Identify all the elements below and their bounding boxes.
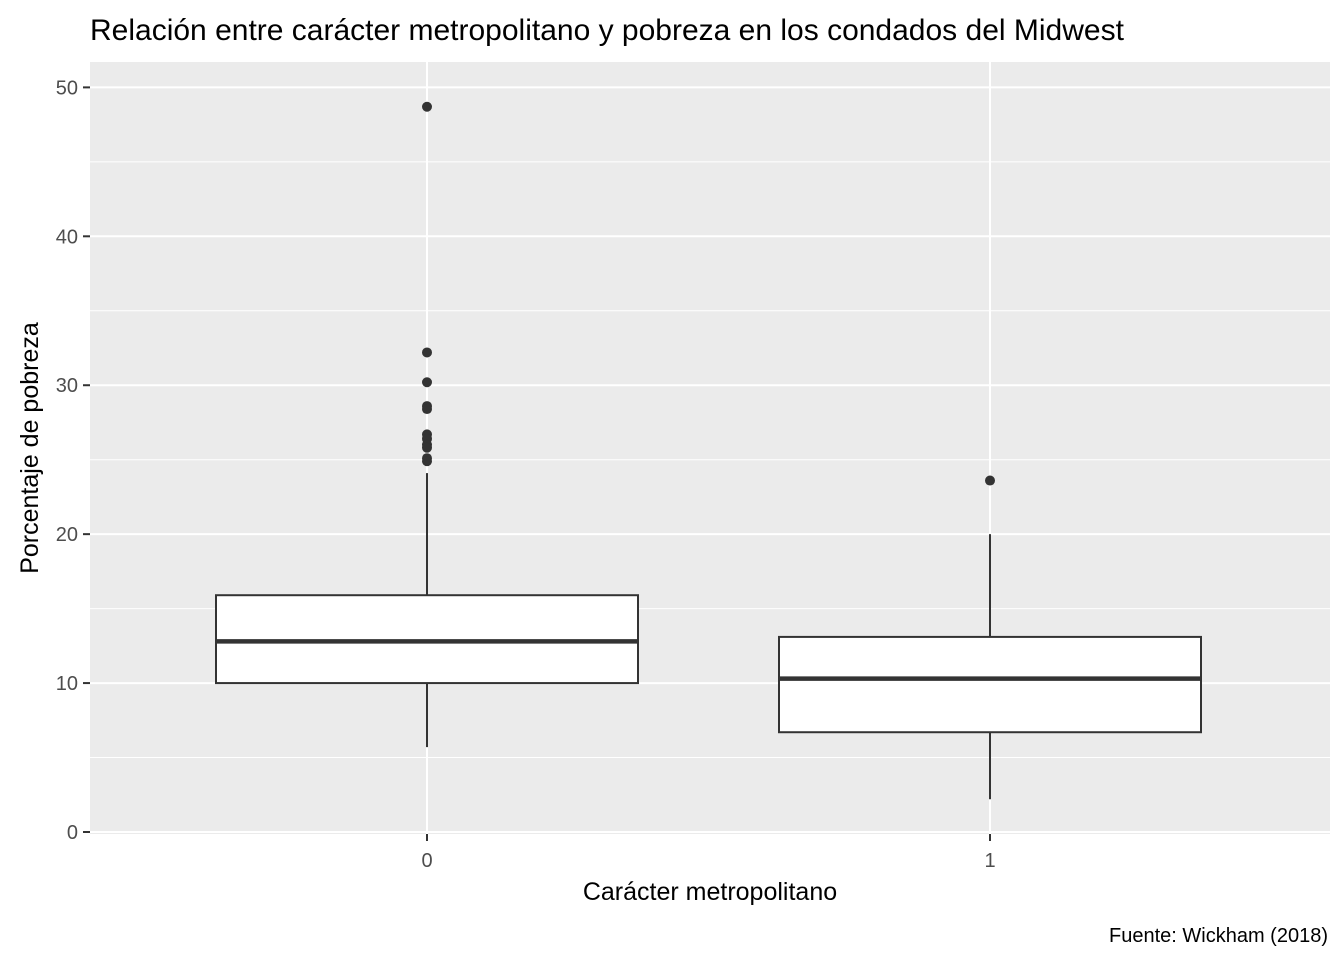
y-tick-label: 40 [56, 226, 78, 248]
outlier-point [985, 475, 995, 486]
y-axis-title: Porcentaje de pobreza [16, 322, 44, 574]
x-axis-title: Carácter metropolitano [583, 878, 837, 906]
x-tick-label: 0 [421, 850, 432, 872]
outlier-point [422, 404, 432, 415]
outlier-point [422, 347, 432, 358]
chart-caption: Fuente: Wickham (2018) [1109, 925, 1328, 947]
outlier-point [422, 377, 432, 388]
y-tick-label: 50 [56, 77, 78, 99]
box [778, 635, 1202, 734]
y-tick-label: 30 [56, 375, 78, 397]
box-group-1 [778, 475, 1202, 800]
x-tick-label: 1 [984, 850, 995, 872]
y-axis: 0 10 20 30 40 50 [56, 77, 90, 844]
outlier-point [422, 456, 432, 467]
y-tick-label: 0 [67, 822, 78, 844]
chart-title: Relación entre carácter metropolitano y … [90, 14, 1125, 47]
outlier-point [422, 101, 432, 112]
boxes [215, 101, 1202, 800]
y-tick-label: 10 [56, 673, 78, 695]
outlier-point [422, 442, 432, 453]
box-group-0 [215, 101, 639, 748]
y-tick-label: 20 [56, 524, 78, 546]
